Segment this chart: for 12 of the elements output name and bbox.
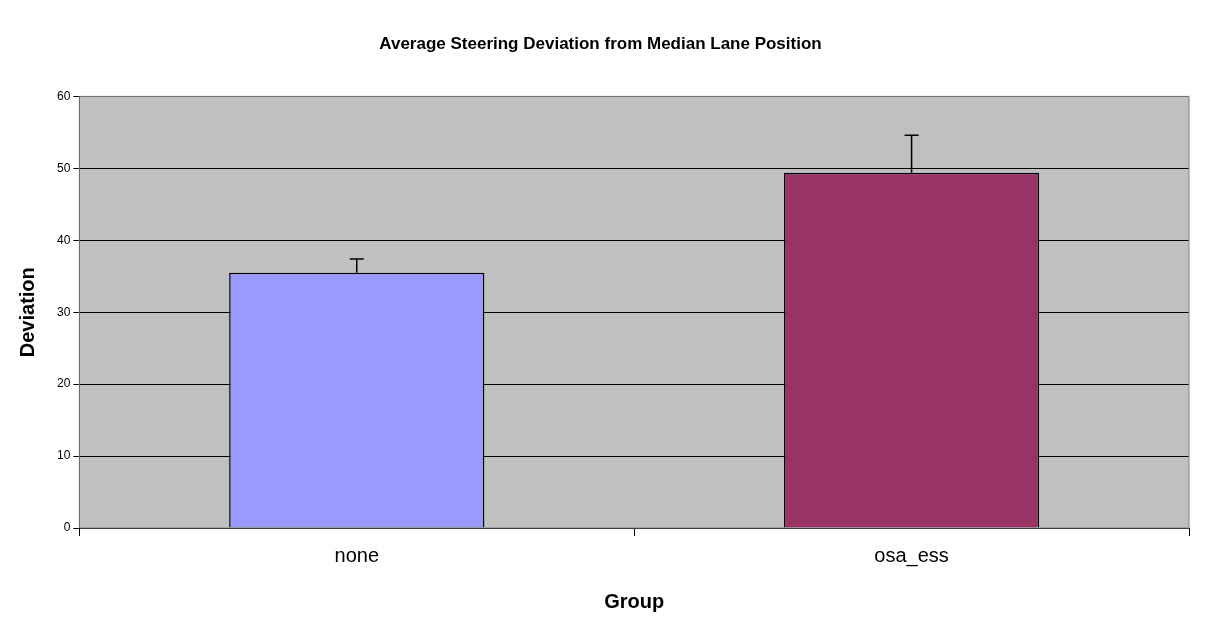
y-tick-label: 50 xyxy=(56,160,71,175)
chart-title: Average Steering Deviation from Median Lane Position xyxy=(379,33,822,53)
x-tick-label: none xyxy=(334,543,380,566)
y-tick-label: 40 xyxy=(56,232,71,247)
y-tick-label: 0 xyxy=(63,520,71,535)
y-tick-label: 60 xyxy=(56,88,71,103)
y-axis-title: Deviation xyxy=(15,267,38,358)
y-tick-label: 30 xyxy=(56,304,71,319)
y-tick-label: 20 xyxy=(56,376,71,391)
y-tick-label: 10 xyxy=(56,448,71,463)
x-axis-title: Group xyxy=(604,589,665,612)
x-tick-label: osa_ess xyxy=(874,543,949,567)
